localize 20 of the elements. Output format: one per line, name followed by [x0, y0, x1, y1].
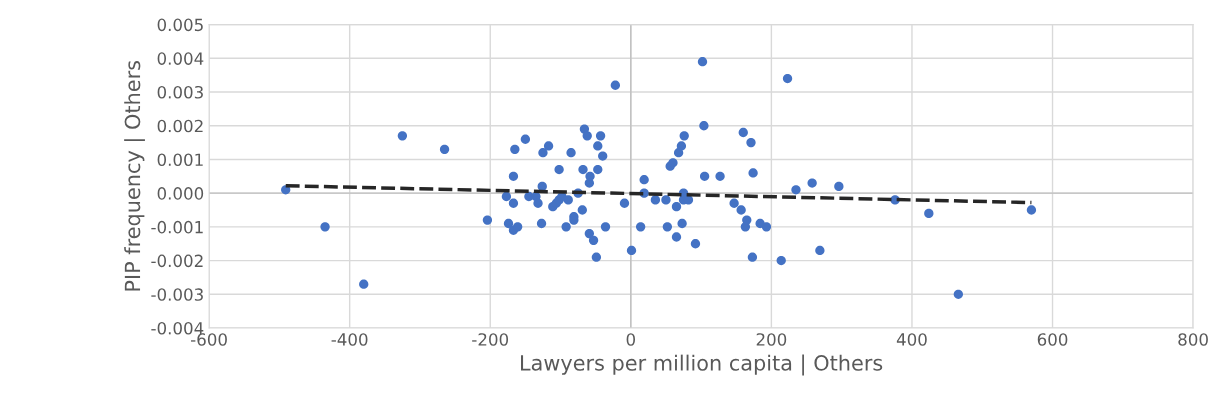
- x-tick-label: 800: [1178, 333, 1208, 346]
- x-tick-label: 0: [626, 333, 636, 346]
- y-tick-label: 0.003: [157, 85, 203, 99]
- y-tick-label: 0.001: [157, 153, 203, 167]
- y-tick-label: 0.005: [157, 18, 203, 32]
- x-tick-label: -200: [472, 333, 509, 346]
- y-tick-label: -0.002: [151, 254, 203, 268]
- x-tick-label: -400: [331, 333, 368, 346]
- x-axis-title: Lawyers per million capita | Others: [521, 354, 883, 376]
- x-tick-label: 600: [1037, 333, 1068, 346]
- y-tick-label: 0.000: [157, 187, 204, 200]
- y-tick-label: -0.004: [151, 321, 204, 335]
- y-tick-label: -0.001: [151, 220, 203, 234]
- y-axis-title: PIP frequency | Others: [124, 60, 145, 291]
- y-tick-label: -0.003: [151, 288, 203, 301]
- y-tick-label: 0.004: [157, 52, 204, 65]
- x-tick-label: -600: [191, 333, 227, 346]
- x-tick-label: 400: [896, 333, 927, 346]
- x-tick-label: 200: [756, 333, 787, 346]
- y-tick-label: 0.002: [157, 119, 203, 133]
